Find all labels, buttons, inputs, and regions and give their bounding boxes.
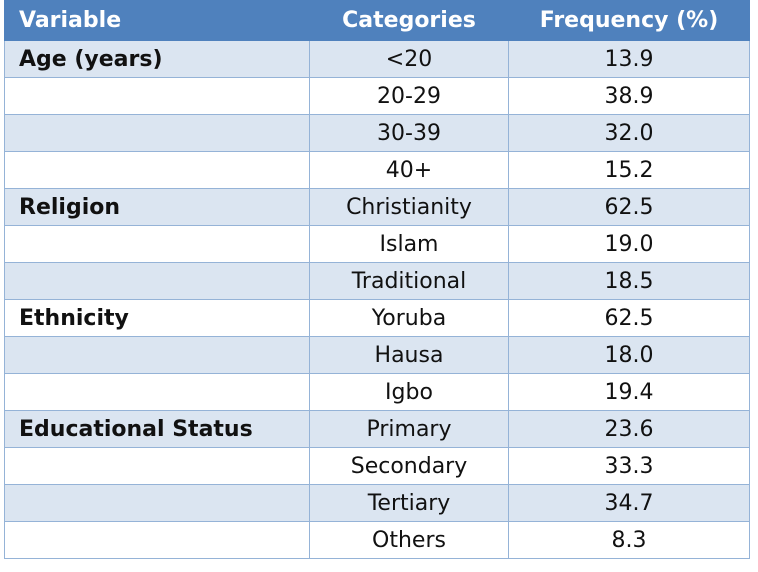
- frequency-cell: 62.5: [508, 188, 750, 226]
- table-row: Traditional 18.5: [4, 262, 750, 300]
- variable-cell: [4, 521, 310, 559]
- table-row: 40+ 15.2: [4, 151, 750, 189]
- category-cell: Hausa: [309, 336, 509, 374]
- category-cell: 30-39: [309, 114, 509, 152]
- category-cell: 20-29: [309, 77, 509, 115]
- header-cell: Categories: [309, 0, 509, 41]
- table-row: Ethnicity Yoruba 62.5: [4, 299, 750, 337]
- frequency-cell: 18.0: [508, 336, 750, 374]
- category-cell: Islam: [309, 225, 509, 263]
- variable-cell: [4, 225, 310, 263]
- table-row: Secondary 33.3: [4, 447, 750, 485]
- variable-cell: [4, 336, 310, 374]
- category-cell: Christianity: [309, 188, 509, 226]
- variable-cell: [4, 373, 310, 411]
- variable-cell: [4, 151, 310, 189]
- table-row: Tertiary 34.7: [4, 484, 750, 522]
- frequency-cell: 33.3: [508, 447, 750, 485]
- table-row: Others 8.3: [4, 521, 750, 559]
- category-cell: Traditional: [309, 262, 509, 300]
- category-cell: Igbo: [309, 373, 509, 411]
- frequency-cell: 32.0: [508, 114, 750, 152]
- variable-cell: [4, 114, 310, 152]
- category-cell: Secondary: [309, 447, 509, 485]
- variable-cell: Religion: [4, 188, 310, 226]
- category-cell: <20: [309, 40, 509, 78]
- category-cell: Others: [309, 521, 509, 559]
- table-row: 20-29 38.9: [4, 77, 750, 115]
- frequency-cell: 62.5: [508, 299, 750, 337]
- frequency-cell: 23.6: [508, 410, 750, 448]
- variable-cell: Educational Status: [4, 410, 310, 448]
- frequency-cell: 38.9: [508, 77, 750, 115]
- table-row: Age (years) <20 13.9: [4, 40, 750, 78]
- table-row: Igbo 19.4: [4, 373, 750, 411]
- frequency-cell: 18.5: [508, 262, 750, 300]
- frequency-cell: 19.4: [508, 373, 750, 411]
- header-cell: Variable: [4, 0, 310, 41]
- table-body: Age (years) <20 13.9 20-29 38.9 30-39 32.0 40+ 1…: [4, 40, 750, 559]
- table-row: 30-39 32.0: [4, 114, 750, 152]
- category-cell: Tertiary: [309, 484, 509, 522]
- category-cell: Yoruba: [309, 299, 509, 337]
- variable-cell: Ethnicity: [4, 299, 310, 337]
- table-row: Religion Christianity 62.5: [4, 188, 750, 226]
- variable-cell: [4, 447, 310, 485]
- variable-cell: Age (years): [4, 40, 310, 78]
- category-cell: 40+: [309, 151, 509, 189]
- demographics-table: Variable Categories Frequency (%) Age (y…: [4, 0, 750, 559]
- frequency-cell: 34.7: [508, 484, 750, 522]
- table-row: Educational Status Primary 23.6: [4, 410, 750, 448]
- frequency-cell: 8.3: [508, 521, 750, 559]
- table-header: Variable Categories Frequency (%): [4, 0, 750, 41]
- variable-cell: [4, 262, 310, 300]
- variable-cell: [4, 484, 310, 522]
- table-row: Islam 19.0: [4, 225, 750, 263]
- category-cell: Primary: [309, 410, 509, 448]
- variable-cell: [4, 77, 310, 115]
- frequency-cell: 13.9: [508, 40, 750, 78]
- header-row: Variable Categories Frequency (%): [4, 0, 750, 41]
- table-row: Hausa 18.0: [4, 336, 750, 374]
- frequency-cell: 15.2: [508, 151, 750, 189]
- frequency-cell: 19.0: [508, 225, 750, 263]
- header-cell: Frequency (%): [508, 0, 750, 41]
